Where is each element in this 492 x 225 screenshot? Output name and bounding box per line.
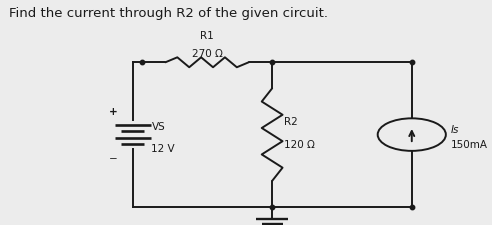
Text: −: − [109, 154, 118, 164]
Text: 270 Ω: 270 Ω [191, 49, 222, 59]
Text: R2: R2 [284, 117, 298, 126]
Text: VS: VS [152, 121, 165, 131]
Text: +: + [109, 106, 118, 116]
Text: R1: R1 [200, 31, 214, 41]
Text: 12 V: 12 V [152, 144, 175, 153]
Text: Find the current through R2 of the given circuit.: Find the current through R2 of the given… [9, 7, 329, 20]
Text: 120 Ω: 120 Ω [284, 139, 315, 149]
Text: Is: Is [451, 124, 459, 134]
Text: 150mA: 150mA [451, 139, 488, 149]
